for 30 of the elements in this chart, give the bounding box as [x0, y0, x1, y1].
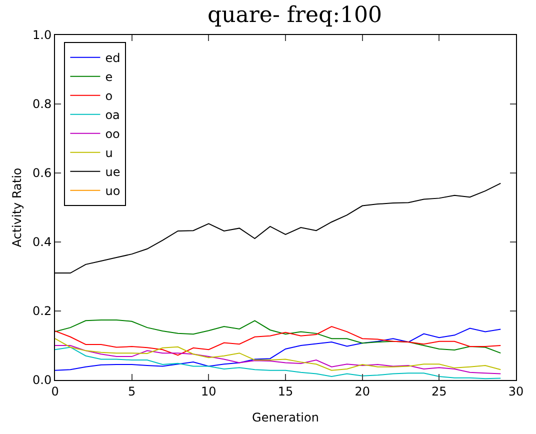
line-series [55, 345, 502, 374]
x-tick-label: 30 [508, 384, 524, 398]
legend-label: ue [105, 165, 120, 180]
legend-label: e [105, 70, 113, 84]
y-tick-label: 0.8 [32, 97, 52, 112]
y-tick-label: 0.0 [32, 373, 52, 388]
x-tick-label: 20 [354, 384, 370, 398]
y-tick-label: 0.6 [32, 166, 52, 180]
x-tick-label: 15 [278, 384, 294, 398]
line-series [55, 338, 502, 371]
x-axis-title: Generation [252, 410, 319, 424]
y-tick-label: 1.0 [32, 28, 52, 42]
y-axis-title: Activity Ratio [10, 168, 24, 248]
line-series [55, 326, 502, 356]
x-tick-label: 10 [201, 384, 216, 398]
line-series [55, 328, 502, 371]
legend-label: oo [105, 127, 120, 142]
legend-label: oa [105, 108, 120, 122]
x-tick-label: 25 [432, 384, 447, 398]
legend-label: o [105, 89, 113, 104]
legend-label: uo [105, 184, 120, 198]
x-tick-label: 5 [128, 384, 136, 398]
line-series [55, 346, 502, 380]
chart-title: quare- freq:100 [208, 2, 382, 28]
x-tick-label: 0 [51, 384, 59, 398]
y-tick-label: 0.2 [32, 304, 52, 318]
y-tick-label: 0.4 [32, 235, 52, 250]
legend-label: u [105, 146, 113, 160]
line-series [55, 319, 502, 354]
legend-label: ed [105, 51, 120, 66]
